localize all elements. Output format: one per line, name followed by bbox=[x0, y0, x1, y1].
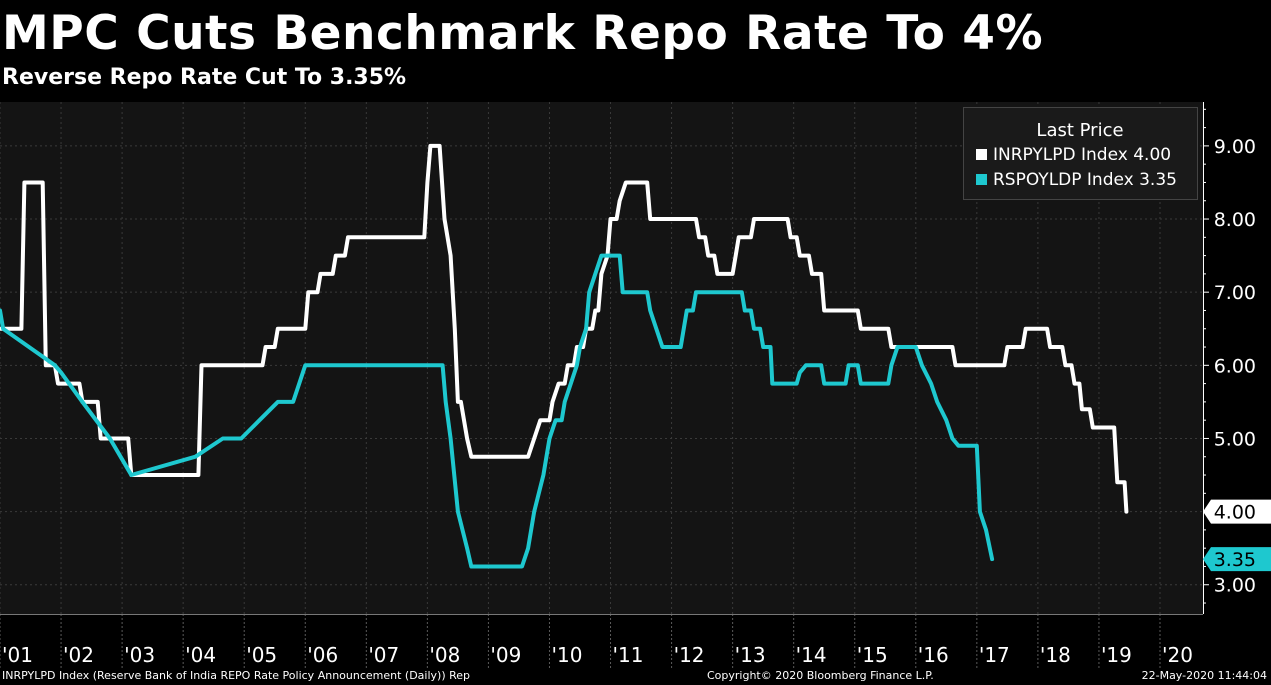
legend-swatch bbox=[976, 174, 987, 185]
x-tick-label: '14 bbox=[796, 643, 827, 667]
chart-title: MPC Cuts Benchmark Repo Rate To 4% bbox=[2, 6, 1044, 61]
chart-subtitle: Reverse Repo Rate Cut To 3.35% bbox=[2, 65, 407, 90]
y-tick-label: 3.00 bbox=[1214, 575, 1256, 597]
line-chart: 3.00 4.00 5.00 6.00 7.00 8.00 9.00 '01 '02 '03 '04… bbox=[0, 102, 1271, 668]
x-tick-label: '15 bbox=[857, 643, 888, 667]
last-value-tag-label: 4.00 bbox=[1214, 502, 1256, 524]
legend: Last Price INRPYLPD Index 4.00 RSPOYLDP In… bbox=[963, 107, 1198, 200]
x-tick-label: '12 bbox=[674, 643, 705, 667]
legend-entry-label: INRPYLPD Index 4.00 bbox=[993, 145, 1171, 165]
last-value-tag-bg bbox=[1203, 547, 1271, 572]
x-tick-label: '11 bbox=[613, 643, 644, 667]
last-value-tag-label: 3.35 bbox=[1214, 549, 1256, 571]
last-value-tag-reverse-repo: 3.35 bbox=[1203, 547, 1271, 572]
y-tick-label: 7.00 bbox=[1214, 282, 1256, 304]
x-tick-label: '03 bbox=[124, 643, 155, 667]
x-tick-label: '18 bbox=[1040, 643, 1071, 667]
x-tick-label: '02 bbox=[63, 643, 94, 667]
series-line-repo bbox=[0, 143, 1129, 514]
copyright-note: Copyright© 2020 Bloomberg Finance L.P. bbox=[707, 669, 934, 682]
source-note: INRPYLPD Index (Reserve Bank of India RE… bbox=[2, 669, 471, 682]
last-value-tag-bg bbox=[1203, 499, 1271, 524]
x-tick-label: '13 bbox=[735, 643, 766, 667]
x-tick-label: '17 bbox=[979, 643, 1010, 667]
x-tick-label: '20 bbox=[1162, 643, 1193, 667]
x-tick-label: '10 bbox=[551, 643, 582, 667]
x-tick-label: '09 bbox=[490, 643, 521, 667]
series-line-reverse-repo bbox=[0, 253, 995, 569]
x-tick-label: '01 bbox=[2, 643, 33, 667]
legend-swatch bbox=[976, 149, 987, 160]
x-tick-label: '07 bbox=[368, 643, 399, 667]
x-tick-label: '05 bbox=[246, 643, 277, 667]
x-tick-label: '08 bbox=[429, 643, 460, 667]
last-value-tag-repo: 4.00 bbox=[1203, 499, 1271, 524]
x-tick-label: '04 bbox=[185, 643, 216, 667]
y-tick-label: 9.00 bbox=[1214, 136, 1256, 158]
chart-header: MPC Cuts Benchmark Repo Rate To 4% Rever… bbox=[0, 0, 1271, 102]
timestamp: 22-May-2020 11:44:04 bbox=[1141, 669, 1267, 682]
legend-title: Last Price bbox=[1036, 120, 1123, 141]
y-tick-label: 8.00 bbox=[1214, 209, 1256, 231]
y-tick-label: 5.00 bbox=[1214, 428, 1256, 450]
x-tick-label: '19 bbox=[1101, 643, 1132, 667]
legend-box bbox=[963, 107, 1198, 200]
x-tick-label: '16 bbox=[918, 643, 949, 667]
y-tick-label: 6.00 bbox=[1214, 355, 1256, 377]
legend-entry-label: RSPOYLDP Index 3.35 bbox=[993, 170, 1177, 190]
x-tick-label: '06 bbox=[307, 643, 338, 667]
